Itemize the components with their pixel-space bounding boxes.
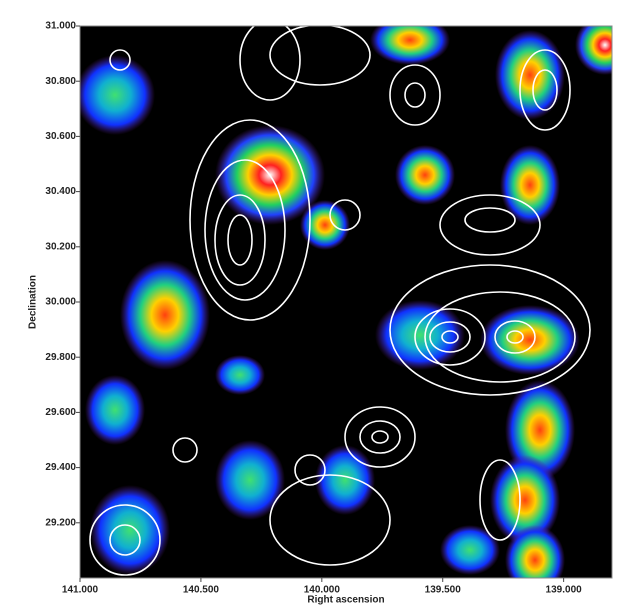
x-axis-label: Right ascension xyxy=(307,595,384,606)
y-tick-label: 29.400 xyxy=(45,462,76,473)
x-tick-label: 139.500 xyxy=(425,585,462,596)
y-tick-label: 29.800 xyxy=(45,352,76,363)
sky-image xyxy=(80,26,612,578)
x-tick-label: 140.500 xyxy=(183,585,220,596)
y-tick-label: 30.200 xyxy=(45,241,76,252)
contours xyxy=(89,26,591,576)
y-tick-label: 29.200 xyxy=(45,517,76,528)
y-axis-label: Declination xyxy=(28,275,39,329)
x-tick-label: 139.000 xyxy=(546,585,583,596)
y-tick-label: 29.600 xyxy=(45,407,76,418)
x-tick-label: 141.000 xyxy=(62,585,99,596)
y-tick-label: 30.400 xyxy=(45,186,76,197)
y-tick-label: 30.800 xyxy=(45,76,76,87)
y-tick-label: 31.000 xyxy=(45,21,76,32)
y-tick-label: 30.000 xyxy=(45,297,76,308)
x-tick-label: 140.000 xyxy=(304,585,341,596)
y-tick-label: 30.600 xyxy=(45,131,76,142)
